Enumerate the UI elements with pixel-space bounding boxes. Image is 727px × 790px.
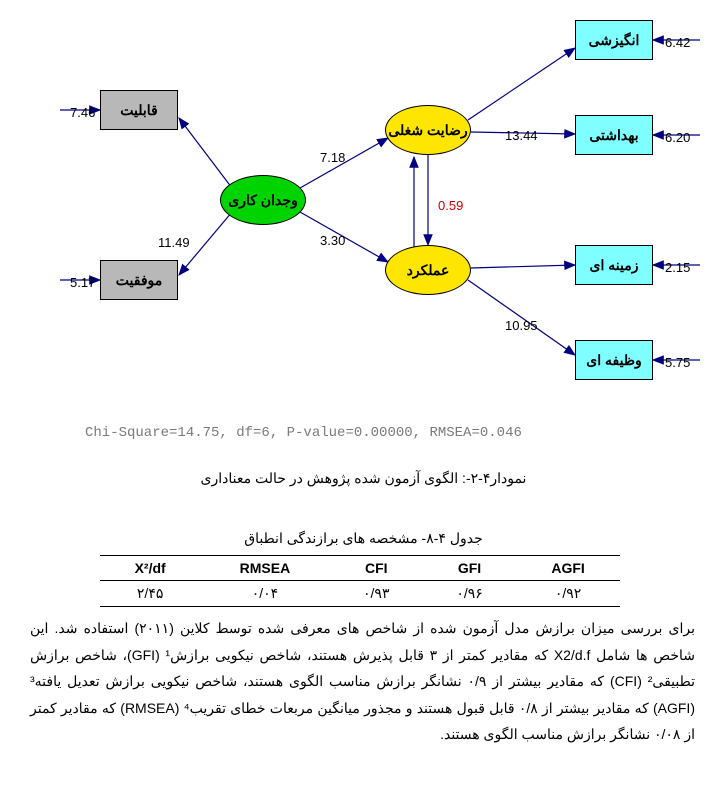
table-caption: جدول ۴-۸- مشخصه های برازندگی انطباق — [0, 530, 727, 547]
edge-label-2: 5.17 — [70, 275, 95, 290]
explanation-paragraph: برای بررسی میزان برازش مدل آزمون شده از … — [30, 615, 695, 748]
table-cell: ۲/۴۵ — [100, 581, 200, 607]
node-job_sat: رضایت شغلی — [385, 105, 471, 155]
edge-label-0: 7.46 — [70, 105, 95, 120]
table-header-cell: CFI — [330, 556, 423, 581]
edge-label-9: 6.20 — [665, 130, 690, 145]
node-vazifeh: وظیفه ای — [575, 340, 653, 380]
table-cell: ۰/۹۲ — [516, 581, 620, 607]
table-cell: ۰/۹۳ — [330, 581, 423, 607]
node-angizesh: انگیزشی — [575, 20, 653, 60]
fit-indices-table: X²/dfRMSEACFIGFIAGFI ۲/۴۵۰/۰۴۰/۹۳۰/۹۶۰/۹… — [100, 555, 620, 607]
edge-label-11: 5.75 — [665, 355, 690, 370]
table-header-cell: RMSEA — [200, 556, 329, 581]
table-header-cell: X²/df — [100, 556, 200, 581]
edge-label-5: 0.59 — [438, 198, 463, 213]
edge-label-6: 13.44 — [505, 128, 538, 143]
table-cell: ۰/۰۴ — [200, 581, 329, 607]
node-central: وجدان کاری — [220, 175, 306, 225]
table-cell: ۰/۹۶ — [423, 581, 516, 607]
edge-label-7: 10.95 — [505, 318, 538, 333]
canvas: وجدان کاری رضایت شغلی عملکرد قابلیت موفقیت ان… — [0, 0, 727, 790]
diagram-caption: نمودار۴-۲-: الگوی آزمون شده پژوهش در حال… — [0, 470, 727, 487]
node-behdasht: بهداشتی — [575, 115, 653, 155]
edge-label-1: 11.49 — [158, 235, 190, 250]
fit-statistics: Chi-Square=14.75, df=6, P-value=0.00000,… — [85, 425, 522, 441]
table-header-cell: AGFI — [516, 556, 620, 581]
node-perf: عملکرد — [385, 245, 471, 295]
edge-label-3: 7.18 — [320, 150, 345, 165]
edge-label-10: 2.15 — [665, 260, 690, 275]
table-header-cell: GFI — [423, 556, 516, 581]
edge-label-8: 6.42 — [665, 35, 690, 50]
node-zamineh: زمینه ای — [575, 245, 653, 285]
node-qabeliat: قابلیت — [100, 90, 178, 130]
edge-label-4: 3.30 — [320, 233, 345, 248]
node-movafaq: موفقیت — [100, 260, 178, 300]
